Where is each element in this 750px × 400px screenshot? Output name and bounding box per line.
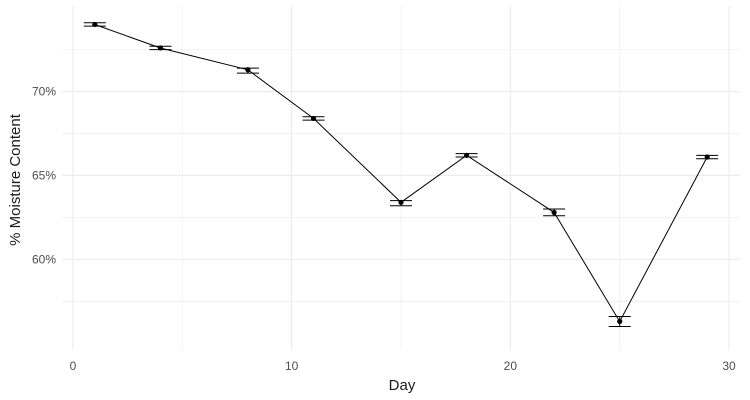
- data-point: [464, 152, 470, 158]
- y-tick-label: 65%: [32, 168, 56, 182]
- data-point: [617, 318, 623, 325]
- grid-major-lines: [62, 6, 740, 350]
- data-point: [398, 199, 404, 205]
- y-tick-label: 60%: [32, 252, 56, 266]
- x-axis-title: Day: [389, 377, 416, 394]
- data-point: [704, 154, 710, 160]
- grid-minor-lines: [62, 6, 740, 350]
- x-tick-label: 30: [722, 359, 736, 373]
- x-tick-label: 10: [285, 359, 299, 373]
- data-point: [157, 45, 164, 51]
- data-point: [245, 67, 251, 73]
- data-point: [310, 115, 317, 122]
- tick-labels: 0 10 20 30 60% 65% 70%: [32, 85, 736, 373]
- y-axis-title: % Moisture Content: [7, 113, 24, 246]
- x-tick-label: 0: [70, 359, 77, 373]
- data-point: [551, 209, 557, 215]
- y-tick-label: 70%: [32, 85, 56, 99]
- data-point: [92, 21, 98, 28]
- plot-area: [83, 21, 719, 328]
- x-tick-label: 20: [504, 359, 518, 373]
